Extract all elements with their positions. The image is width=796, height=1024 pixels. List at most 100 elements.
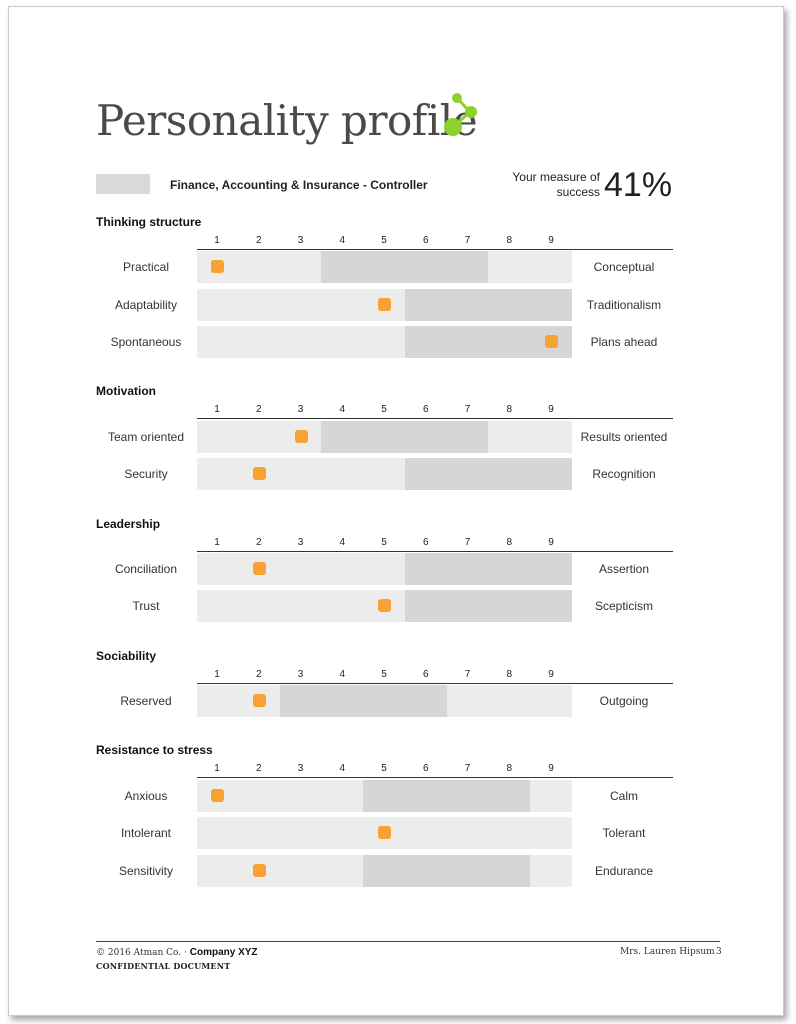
scale-number: 8: [506, 763, 513, 774]
page-number: 3: [716, 947, 722, 957]
scale-axis-line: [197, 418, 673, 419]
page-title: Personality profile: [96, 96, 478, 145]
scale-number: 5: [381, 404, 387, 415]
scale-number: 7: [464, 404, 471, 415]
score-marker: [378, 298, 391, 311]
scale-number: 9: [548, 235, 554, 246]
scale-number: 4: [339, 669, 346, 680]
target-range-band: [279, 685, 447, 717]
measure-of-success-label: Your measure of success: [512, 170, 600, 199]
section-title: Leadership: [96, 517, 161, 531]
scale-number: 1: [214, 763, 220, 774]
target-range-band: [321, 421, 489, 453]
trait-label-left: Team oriented: [107, 430, 185, 444]
target-range-band: [363, 855, 531, 887]
scale-number: 5: [381, 235, 387, 246]
scale-number: 6: [422, 235, 429, 246]
trait-label-right: Conceptual: [593, 260, 655, 274]
company-name: Company XYZ: [189, 947, 258, 958]
trait-label-left: Sensitivity: [118, 864, 174, 878]
scale-axis-line: [197, 551, 673, 552]
score-marker: [211, 260, 224, 273]
scale-number: 7: [464, 537, 471, 548]
score-marker: [252, 562, 266, 575]
scale-number: 6: [422, 763, 429, 774]
scale-number: 4: [339, 763, 346, 774]
scale-axis-line: [197, 249, 673, 250]
section-title: Thinking structure: [96, 215, 202, 229]
trait-label-left: Reserved: [120, 694, 172, 708]
scale-number: 7: [464, 763, 471, 774]
target-range-band: [404, 458, 572, 490]
target-range-band: [321, 251, 489, 283]
trait-label-right: Results oriented: [580, 430, 668, 444]
scale-number: 3: [297, 763, 304, 774]
trait-label-left: Trust: [132, 599, 160, 613]
scale-number: 7: [464, 669, 471, 680]
scale-number: 9: [548, 763, 554, 774]
scale-number: 5: [381, 763, 387, 774]
scale-number: 2: [255, 235, 262, 246]
copyright-text: © 2016 Atman Co. ·: [96, 948, 187, 958]
section-title: Sociability: [96, 649, 157, 663]
scale-number: 8: [506, 235, 513, 246]
scale-number: 1: [214, 404, 220, 415]
scale-number: 5: [381, 537, 387, 548]
score-marker: [252, 694, 266, 707]
score-marker: [252, 467, 266, 480]
target-range-band: [404, 289, 572, 321]
footer-divider: [96, 941, 720, 942]
score-marker: [378, 826, 391, 839]
scale-number: 1: [214, 537, 220, 548]
scale-number: 6: [422, 404, 429, 415]
trait-label-left: Adaptability: [114, 298, 178, 312]
trait-label-left: Spontaneous: [110, 335, 182, 349]
scale-number: 4: [339, 404, 346, 415]
scale-number: 6: [422, 537, 429, 548]
score-marker: [211, 789, 224, 802]
scale-number: 3: [297, 235, 304, 246]
trait-label-left: Intolerant: [120, 826, 172, 840]
trait-label-left: Anxious: [124, 789, 168, 803]
scale-number: 2: [255, 404, 262, 415]
trait-label-left: Practical: [122, 260, 169, 274]
trait-label-left: Security: [124, 467, 168, 481]
score-marker: [252, 864, 266, 877]
trait-label-right: Tolerant: [602, 826, 646, 840]
trait-label-right: Plans ahead: [590, 335, 658, 349]
trait-label-right: Endurance: [594, 864, 654, 878]
scale-number: 3: [297, 404, 304, 415]
score-marker: [378, 599, 391, 612]
trait-label-right: Scepticism: [594, 599, 653, 613]
scale-number: 6: [422, 669, 429, 680]
confidential-label: CONFIDENTIAL DOCUMENT: [96, 961, 231, 971]
scale-axis-line: [197, 777, 673, 778]
trait-label-right: Calm: [609, 789, 638, 803]
scale-number: 2: [255, 669, 262, 680]
target-range-swatch: [96, 174, 150, 194]
target-role-label: Finance, Accounting & Insurance - Contro…: [170, 178, 428, 192]
scale-number: 4: [339, 537, 346, 548]
scale-axis-line: [197, 683, 673, 684]
scale-number: 9: [548, 404, 554, 415]
target-range-band: [404, 590, 572, 622]
section-title: Motivation: [96, 384, 156, 398]
scale-number: 3: [297, 537, 304, 548]
trait-label-right: Traditionalism: [586, 298, 662, 312]
green-molecule-icon: [444, 93, 477, 136]
trait-label-right: Outgoing: [599, 694, 649, 708]
scale-number: 8: [506, 404, 513, 415]
measure-of-success-value: 41%: [604, 166, 673, 204]
target-range-band: [363, 780, 531, 812]
score-marker: [294, 430, 308, 443]
scale-number: 2: [255, 537, 262, 548]
scale-number: 9: [548, 669, 554, 680]
target-range-band: [404, 326, 572, 358]
scale-number: 3: [297, 669, 304, 680]
scale-number: 5: [381, 669, 387, 680]
scale-number: 1: [214, 669, 220, 680]
score-marker: [545, 335, 558, 348]
trait-label-right: Assertion: [598, 562, 650, 576]
scale-number: 8: [506, 537, 513, 548]
scale-number: 9: [548, 537, 554, 548]
